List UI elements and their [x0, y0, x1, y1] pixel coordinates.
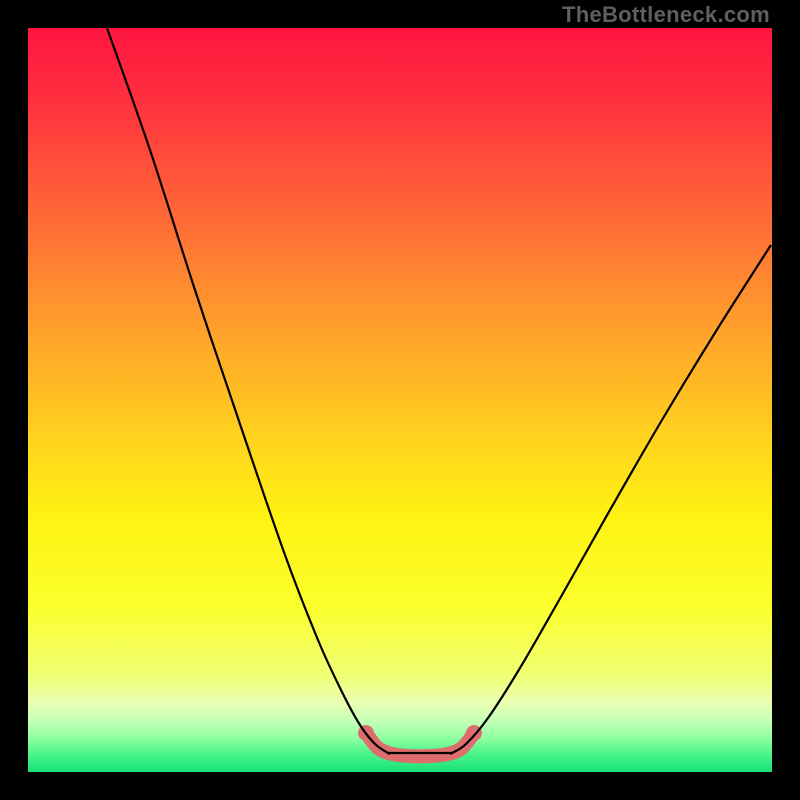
curve-layer [28, 28, 772, 772]
bottleneck-curve [107, 28, 771, 754]
plot-area [28, 28, 772, 772]
watermark-text: TheBottleneck.com [562, 2, 770, 28]
